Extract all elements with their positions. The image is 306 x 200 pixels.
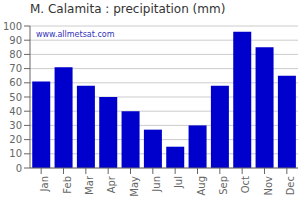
svg-text:May: May [129,176,140,197]
svg-text:60: 60 [9,77,22,88]
svg-text:Sep: Sep [218,176,229,195]
svg-text:Jan: Jan [39,176,50,192]
svg-text:Mar: Mar [84,175,95,195]
html-text:www.allmetsat.com: www.allmetsat.com [36,30,115,39]
svg-text:Feb: Feb [62,176,73,194]
svg-text:10: 10 [9,148,22,159]
html-text:M. Calamita : precipitation (m: M. Calamita : precipitation (mm) [30,2,226,16]
svg-text:70: 70 [9,63,22,74]
svg-text:Nov: Nov [263,176,274,196]
svg-text:90: 90 [9,35,22,46]
svg-text:80: 80 [9,49,22,60]
svg-text:Jul: Jul [173,176,184,189]
svg-text:Apr: Apr [106,175,117,193]
svg-text:50: 50 [9,92,22,103]
svg-text:Oct: Oct [240,176,251,193]
svg-text:Jun: Jun [151,176,162,193]
svg-text:40: 40 [9,106,22,117]
svg-text:Aug: Aug [196,176,207,196]
svg-text:0: 0 [16,163,22,174]
svg-text:30: 30 [9,120,22,131]
svg-text:20: 20 [9,134,22,145]
svg-text:100: 100 [8,21,22,32]
svg-text:Dec: Dec [285,176,296,195]
